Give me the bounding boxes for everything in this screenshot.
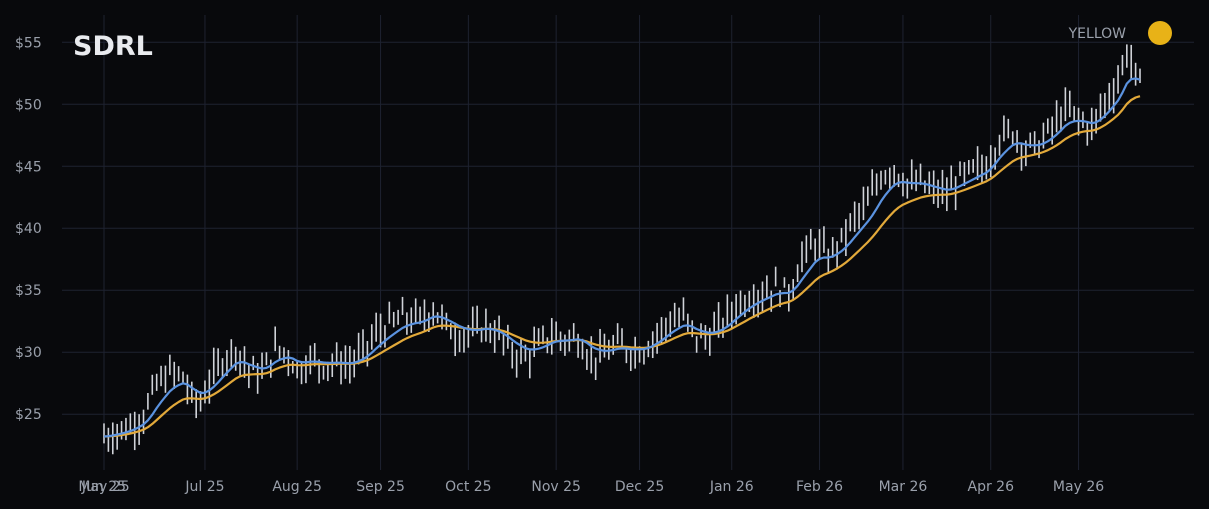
chart-title: SDRL (73, 31, 153, 62)
x-tick-label: Aug 25 (272, 479, 322, 495)
x-tick-label: Sep 25 (356, 479, 405, 495)
x-tick-label: Jan 26 (709, 479, 754, 495)
y-tick-label: $35 (15, 283, 42, 299)
x-tick-label: Apr 26 (968, 479, 1015, 495)
x-tick-label: Nov 25 (531, 479, 581, 495)
x-tick-label: Jul 25 (184, 479, 224, 495)
x-tick-label: May 25 (78, 479, 129, 495)
legend-label: YELLOW (1068, 26, 1127, 42)
gridlines (62, 15, 1194, 470)
x-tick-label: Feb 26 (796, 479, 843, 495)
y-tick-label: $40 (15, 221, 42, 237)
legend-dot (1148, 21, 1172, 45)
y-tick-label: $45 (15, 159, 42, 175)
y-tick-label: $50 (15, 97, 42, 113)
series-line-slow-ma (103, 95, 1141, 438)
series-line-fast-ma (103, 77, 1141, 438)
y-tick-label: $55 (15, 35, 42, 51)
y-tick-label: $30 (15, 345, 42, 361)
x-tick-label: Oct 25 (445, 479, 491, 495)
y-tick-label: $25 (15, 407, 42, 423)
x-tick-label: Mar 26 (879, 479, 928, 495)
x-tick-label: Jun 25 (81, 479, 126, 495)
x-tick-label: May 26 (1053, 479, 1104, 495)
y-axis-tick-labels: $25 $30 $35 $40 $45 $50 $55 (15, 35, 42, 423)
x-tick-label: Dec 25 (615, 479, 664, 495)
